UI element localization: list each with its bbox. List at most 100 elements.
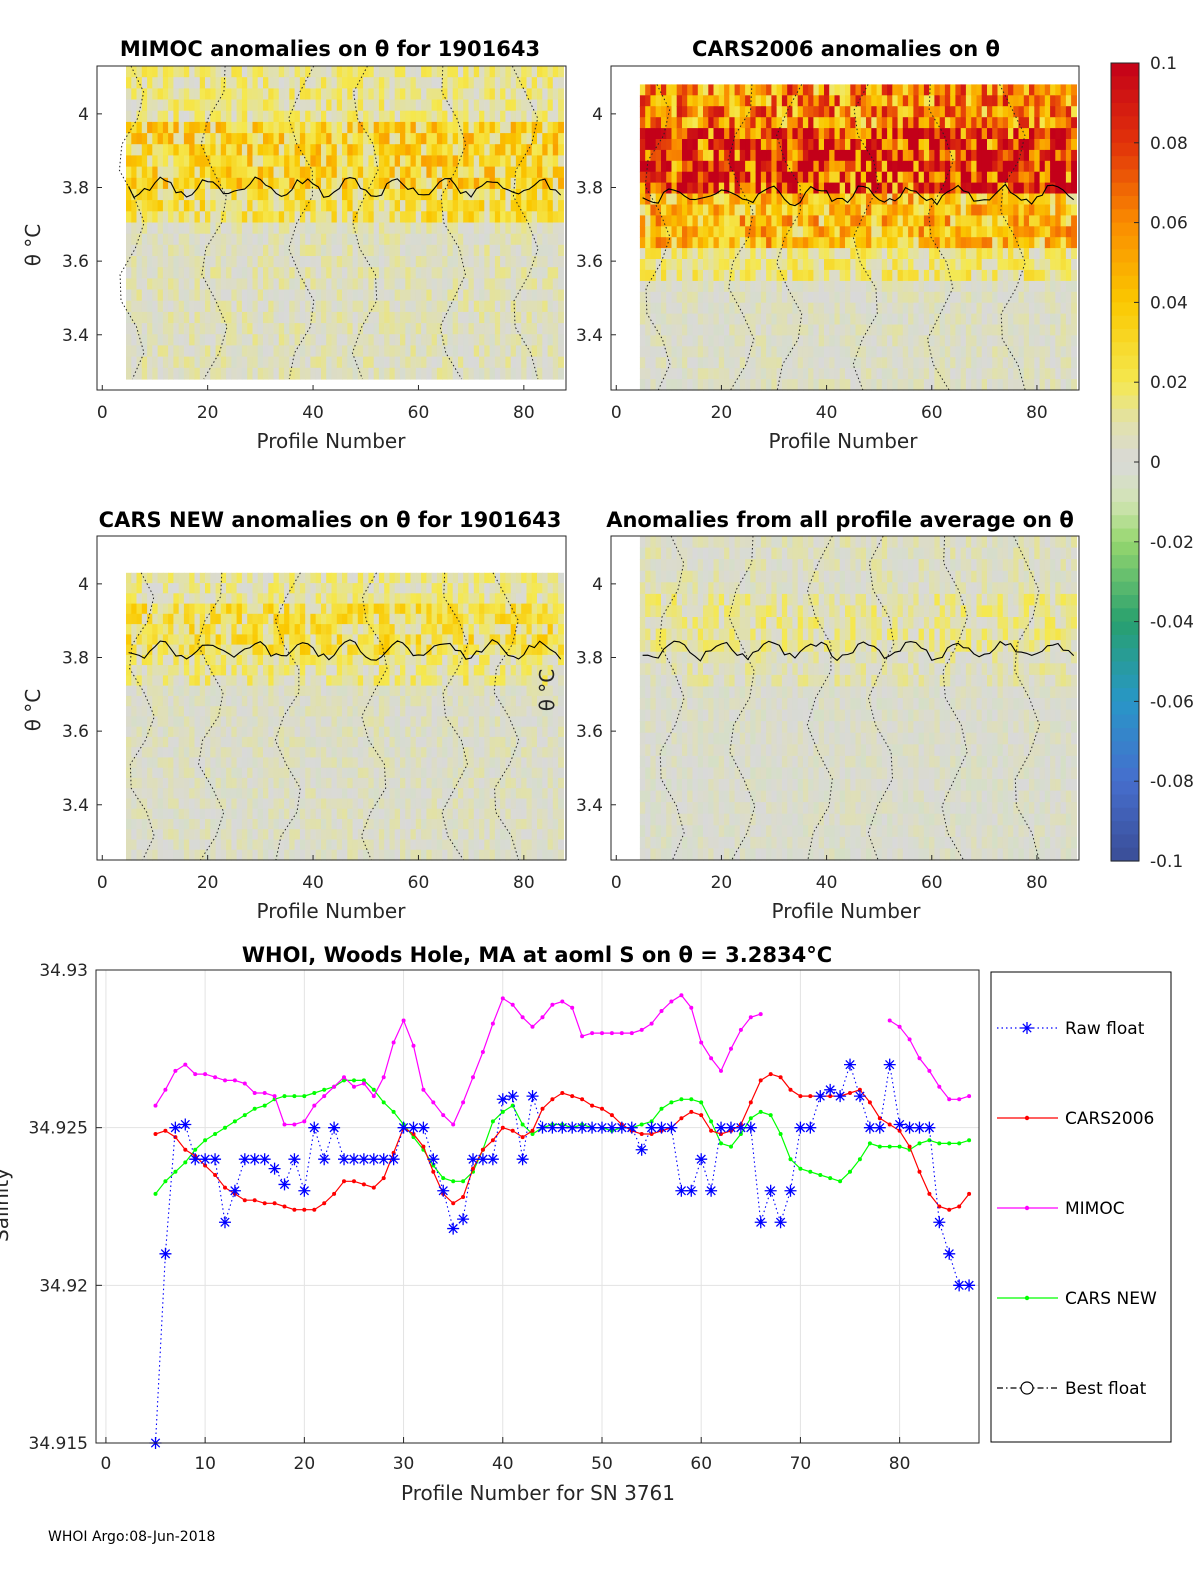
heatmap-cell <box>220 166 227 179</box>
heatmap-cell <box>241 144 248 156</box>
heatmap-cell <box>950 84 957 96</box>
heatmap-cell <box>126 808 132 820</box>
heatmap-cell <box>126 88 132 101</box>
heatmap-cell <box>850 280 857 293</box>
heatmap-cell <box>965 139 972 151</box>
heatmap-cell <box>1071 117 1077 129</box>
heatmap-cell <box>1050 368 1056 380</box>
heatmap-cell <box>421 222 427 235</box>
heatmap-cell <box>321 367 327 380</box>
heatmap-cell <box>1039 335 1046 347</box>
heatmap-cell <box>162 654 169 666</box>
heatmap-cell <box>718 291 725 304</box>
heatmap-cell <box>934 182 941 195</box>
heatmap-cell <box>860 335 867 347</box>
heatmap-cell <box>257 188 264 201</box>
heatmap-cell <box>152 367 159 380</box>
heatmap-cell <box>887 117 893 129</box>
heatmap-cell <box>897 95 904 107</box>
heatmap-cell <box>987 117 993 129</box>
heatmap-cell <box>850 302 857 315</box>
heatmap-cell <box>892 226 899 238</box>
heatmap-cell <box>845 368 851 380</box>
heatmap-cell <box>1071 313 1077 326</box>
heatmap-cell <box>781 226 788 238</box>
heatmap-cell <box>955 160 962 173</box>
heatmap-cell <box>342 99 348 112</box>
heatmap-cell <box>136 289 143 302</box>
heatmap-cell <box>771 259 778 271</box>
heatmap-cell <box>876 357 883 369</box>
heatmap-cell <box>178 121 185 134</box>
heatmap-cell <box>284 66 290 78</box>
heatmap-cell <box>697 248 704 260</box>
heatmap-cell <box>892 335 899 347</box>
heatmap-cell <box>818 226 825 238</box>
heatmap-cell <box>331 155 338 168</box>
heatmap-cell <box>136 300 143 313</box>
heatmap-cell <box>708 160 715 173</box>
heatmap-cell <box>199 166 206 179</box>
heatmap-cell <box>452 233 459 246</box>
heatmap-cell <box>299 99 306 112</box>
heatmap-cell <box>881 128 888 140</box>
heatmap-cell <box>220 278 227 291</box>
heatmap-cell <box>902 259 909 271</box>
heatmap-cell <box>739 171 746 184</box>
heatmap-cell <box>236 166 243 179</box>
heatmap-cell <box>650 84 657 96</box>
heatmap-cell <box>194 222 201 235</box>
heatmap-cell <box>368 356 375 369</box>
heatmap-cell <box>558 155 564 168</box>
heatmap-cell <box>971 193 978 205</box>
heatmap-cell <box>505 121 512 134</box>
heatmap-cell <box>468 233 475 246</box>
heatmap-cell <box>247 66 254 78</box>
heatmap-cell <box>692 248 699 260</box>
heatmap-cell <box>797 313 804 326</box>
heatmap-cell <box>552 300 559 313</box>
heatmap-cell <box>802 280 809 293</box>
heatmap-cell <box>310 77 317 89</box>
x-tick-label: 80 <box>1026 403 1048 423</box>
heatmap-cell <box>521 356 528 369</box>
heatmap-cell <box>147 278 153 291</box>
heatmap-cell <box>781 248 788 260</box>
heatmap-cell <box>939 171 946 184</box>
heatmap-cell <box>205 88 211 101</box>
heatmap-cell <box>1008 259 1014 271</box>
heatmap-cell <box>210 166 217 179</box>
heatmap-cell <box>918 117 925 129</box>
heatmap-cell <box>558 121 564 134</box>
heatmap-cell <box>1013 259 1020 271</box>
heatmap-cell <box>352 356 359 369</box>
heatmap-cell <box>152 634 159 646</box>
heatmap-cell <box>997 379 1004 391</box>
heatmap-cell <box>892 313 899 326</box>
heatmap-cell <box>131 634 138 646</box>
heatmap-cell <box>1060 291 1067 304</box>
heatmap-cell <box>760 139 767 151</box>
heatmap-cell <box>824 106 830 118</box>
heatmap-cell <box>1013 248 1020 260</box>
heatmap-cell <box>510 66 517 78</box>
heatmap-cell <box>162 572 169 584</box>
heatmap-cell <box>929 269 935 282</box>
heatmap-cell <box>321 144 327 156</box>
heatmap-cell <box>960 291 967 304</box>
heatmap-cell <box>347 121 354 134</box>
heatmap-cell <box>452 278 459 291</box>
heatmap-cell <box>384 278 391 291</box>
heatmap-cell <box>136 829 143 841</box>
heatmap-cell <box>515 267 522 279</box>
heatmap-cell <box>824 160 830 173</box>
heatmap-cell <box>655 182 662 195</box>
heatmap-cell <box>284 144 290 156</box>
heatmap-cell <box>199 267 206 279</box>
heatmap-cell <box>505 211 512 224</box>
heatmap-cell <box>655 139 662 151</box>
heatmap-cell <box>421 289 427 302</box>
heatmap-cell <box>1039 182 1046 195</box>
heatmap-cell <box>352 334 359 346</box>
heatmap-cell <box>268 177 275 190</box>
